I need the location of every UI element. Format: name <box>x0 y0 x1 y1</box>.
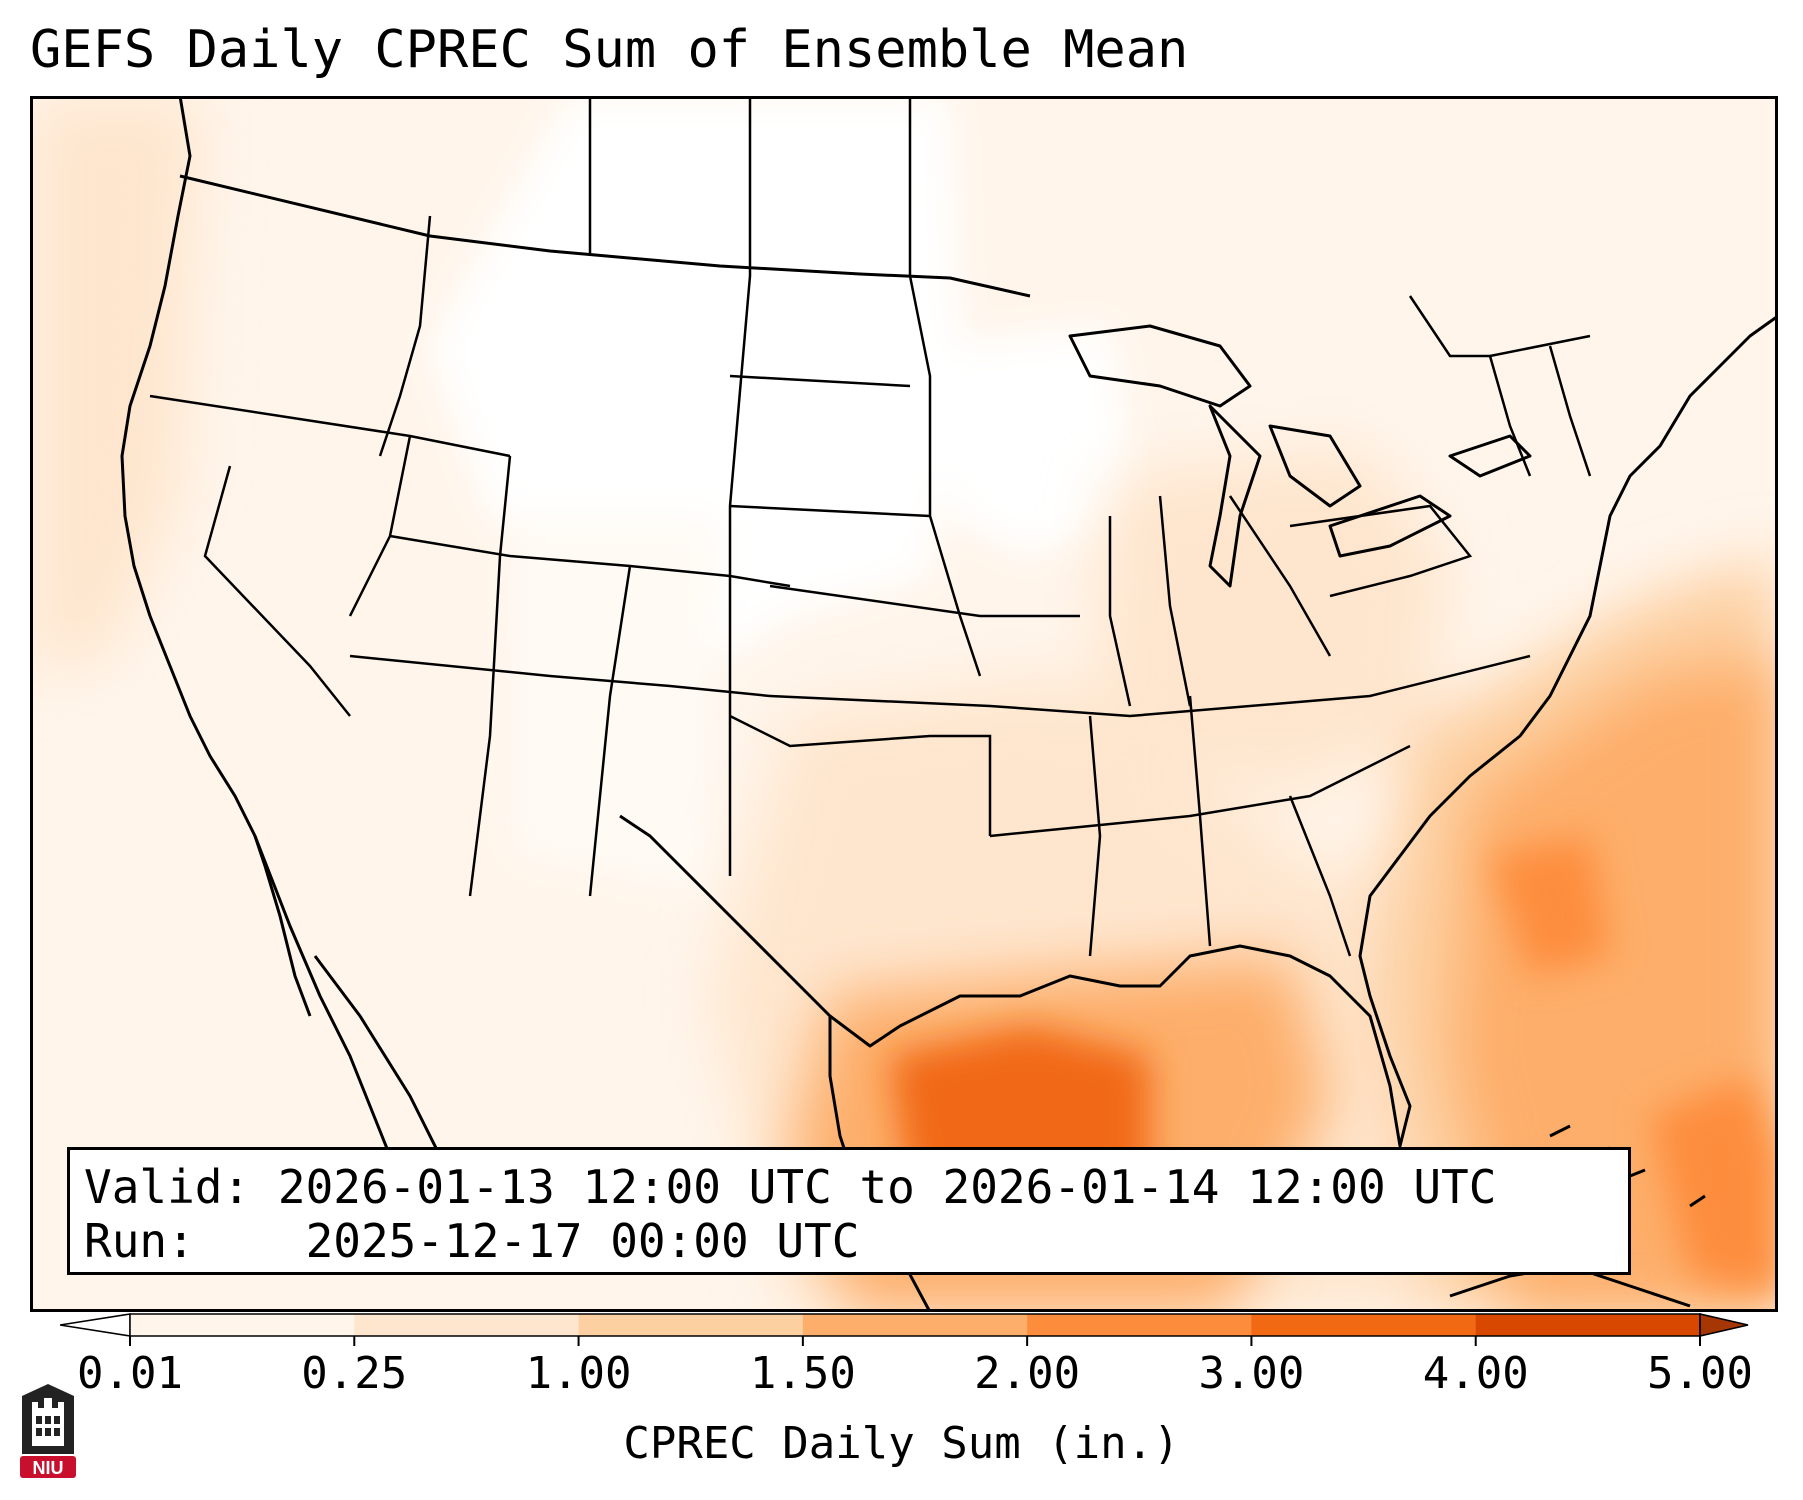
colorbar-segment <box>354 1314 580 1336</box>
valid-value: 2026-01-13 12:00 UTC to 2026-01-14 12:00… <box>277 1160 1497 1214</box>
colorbar-tick-label: 1.00 <box>526 1348 632 1399</box>
colorbar-outline <box>129 1313 1701 1337</box>
colorbar-tick-label: 1.50 <box>750 1348 856 1399</box>
map-border <box>30 96 1778 1312</box>
colorbar-label: CPREC Daily Sum (in.) <box>623 1418 1180 1469</box>
colorbar-tick-label: 2.00 <box>974 1348 1080 1399</box>
map-title: GEFS Daily CPREC Sum of Ensemble Mean <box>30 20 1189 80</box>
run-row: Run: 2025-12-17 00:00 UTC <box>84 1214 1614 1268</box>
colorbar-tick-label: 0.01 <box>77 1348 183 1399</box>
state-boundaries <box>149 96 1592 957</box>
validity-info-box: Valid: 2026-01-13 12:00 UTC to 2026-01-1… <box>67 1147 1631 1275</box>
colorbar-segment <box>802 1314 1028 1336</box>
run-value: 2025-12-17 00:00 UTC <box>305 1214 860 1268</box>
colorbar-segment <box>578 1314 804 1336</box>
colorbar-over-arrow <box>1699 1313 1749 1337</box>
colorbar-tick-label: 0.25 <box>301 1348 407 1399</box>
colorbar-segment <box>1475 1314 1701 1336</box>
colorbar: 0.01 0.25 1.00 1.50 2.00 3.00 4.00 5.00 <box>59 1310 1753 1420</box>
valid-label: Valid: <box>84 1160 251 1214</box>
run-label: Run: <box>84 1214 195 1268</box>
colorbar-segment <box>1027 1314 1252 1336</box>
precip-field-dry-areas <box>430 96 1140 896</box>
precipitation-map <box>30 96 1778 1312</box>
valid-row: Valid: 2026-01-13 12:00 UTC to 2026-01-1… <box>84 1160 1614 1214</box>
colorbar-tick-label: 4.00 <box>1423 1348 1529 1399</box>
niu-logo-text: NIU <box>33 1458 64 1478</box>
niu-logo: NIU <box>18 1382 78 1480</box>
colorbar-segment <box>1251 1314 1477 1336</box>
colorbar-tick-label: 5.00 <box>1647 1348 1750 1399</box>
colorbar-tick-label: 3.00 <box>1198 1348 1304 1399</box>
colorbar-under-arrow <box>59 1313 131 1337</box>
colorbar-segment <box>130 1314 355 1336</box>
